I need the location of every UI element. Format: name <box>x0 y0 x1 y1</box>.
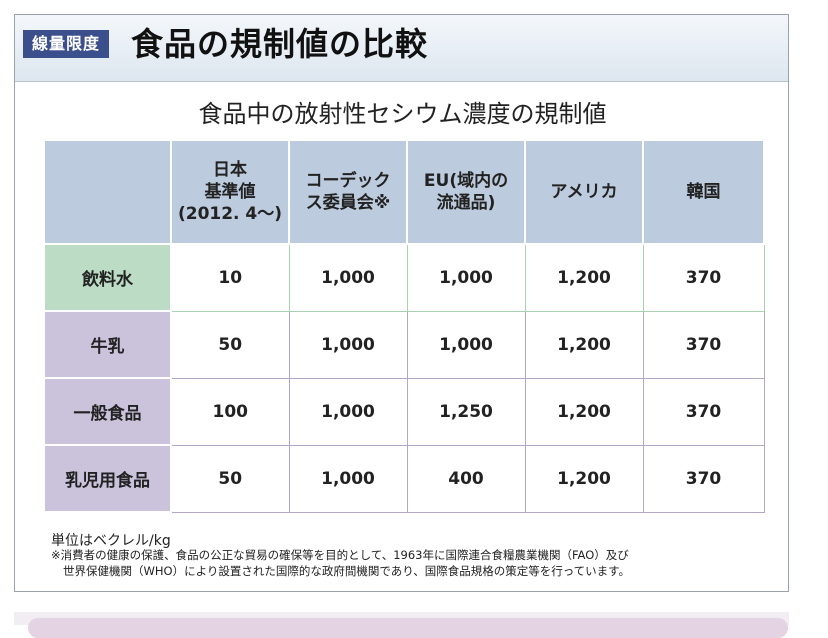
header-japan-line3: (2012. 4〜) <box>177 204 283 224</box>
table-row-drinking-water: 飲料水 10 1,000 1,000 1,200 370 <box>43 243 765 312</box>
table-cell: 1,000 <box>288 377 408 446</box>
table-cell: 1,200 <box>524 310 644 379</box>
table-cell: 370 <box>642 444 765 513</box>
header-codex-line2: ス委員会※ <box>305 193 391 213</box>
table-cell: 1,000 <box>288 243 408 312</box>
table-cell: 50 <box>170 444 290 513</box>
header-corner-cell <box>43 139 172 245</box>
table-cell: 370 <box>642 310 765 379</box>
table-header-row: 日本 基準値 (2012. 4〜) コーデック ス委員会※ EU(域内の 流通品… <box>43 139 765 245</box>
table-cell: 100 <box>170 377 290 446</box>
next-slide-banner <box>28 618 788 638</box>
unit-note: 単位はベクレル/kg <box>51 533 171 549</box>
table-cell: 1,200 <box>524 243 644 312</box>
header-codex: コーデック ス委員会※ <box>288 139 408 245</box>
header-japan-line2: 基準値 <box>204 182 256 202</box>
table-cell: 1,200 <box>524 444 644 513</box>
row-label: 乳児用食品 <box>43 444 172 513</box>
footnote: ※消費者の健康の保護、食品の公正な貿易の確保等を目的として、1963年に国際連合… <box>51 547 771 579</box>
table-cell: 1,200 <box>524 377 644 446</box>
table-row-infant-food: 乳児用食品 50 1,000 400 1,200 370 <box>43 444 765 513</box>
table-title: 食品中の放射性セシウム濃度の規制値 <box>198 100 607 128</box>
slide-title: 食品の規制値の比較 <box>131 25 429 63</box>
footnote-line-1: ※消費者の健康の保護、食品の公正な貿易の確保等を目的として、1963年に国際連合… <box>51 548 629 562</box>
header-eu-line1: EU(域内の <box>423 171 509 191</box>
footnote-line-2: 世界保健機関（WHO）により設置された国際的な政府間機関であり、国際食品規格の策… <box>63 564 631 578</box>
row-label: 一般食品 <box>43 377 172 446</box>
header-usa: アメリカ <box>524 139 644 245</box>
table-cell: 370 <box>642 243 765 312</box>
header-codex-line1: コーデック <box>305 171 391 191</box>
header-eu-line2: 流通品) <box>436 193 496 213</box>
table-cell: 1,000 <box>288 310 408 379</box>
category-tag: 線量限度 <box>23 30 110 58</box>
slide: 線量限度 食品の規制値の比較 食品中の放射性セシウム濃度の規制値 日本 基準値 … <box>14 14 789 592</box>
table-cell: 400 <box>406 444 526 513</box>
table-cell: 50 <box>170 310 290 379</box>
header-korea: 韓国 <box>642 139 765 245</box>
table-cell: 1,000 <box>406 243 526 312</box>
table-cell: 1,000 <box>406 310 526 379</box>
header-eu: EU(域内の 流通品) <box>406 139 526 245</box>
row-label: 牛乳 <box>43 310 172 379</box>
header-japan: 日本 基準値 (2012. 4〜) <box>170 139 290 245</box>
table-cell: 370 <box>642 377 765 446</box>
slide-header: 線量限度 食品の規制値の比較 <box>15 15 788 82</box>
table-cell: 1,000 <box>288 444 408 513</box>
table-row-general-food: 一般食品 100 1,000 1,250 1,200 370 <box>43 377 765 446</box>
header-japan-line1: 日本 <box>213 160 247 180</box>
table-cell: 10 <box>170 243 290 312</box>
table-row-milk: 牛乳 50 1,000 1,000 1,200 370 <box>43 310 765 379</box>
regulation-table: 日本 基準値 (2012. 4〜) コーデック ス委員会※ EU(域内の 流通品… <box>43 139 765 513</box>
table-cell: 1,250 <box>406 377 526 446</box>
row-label: 飲料水 <box>43 243 172 312</box>
